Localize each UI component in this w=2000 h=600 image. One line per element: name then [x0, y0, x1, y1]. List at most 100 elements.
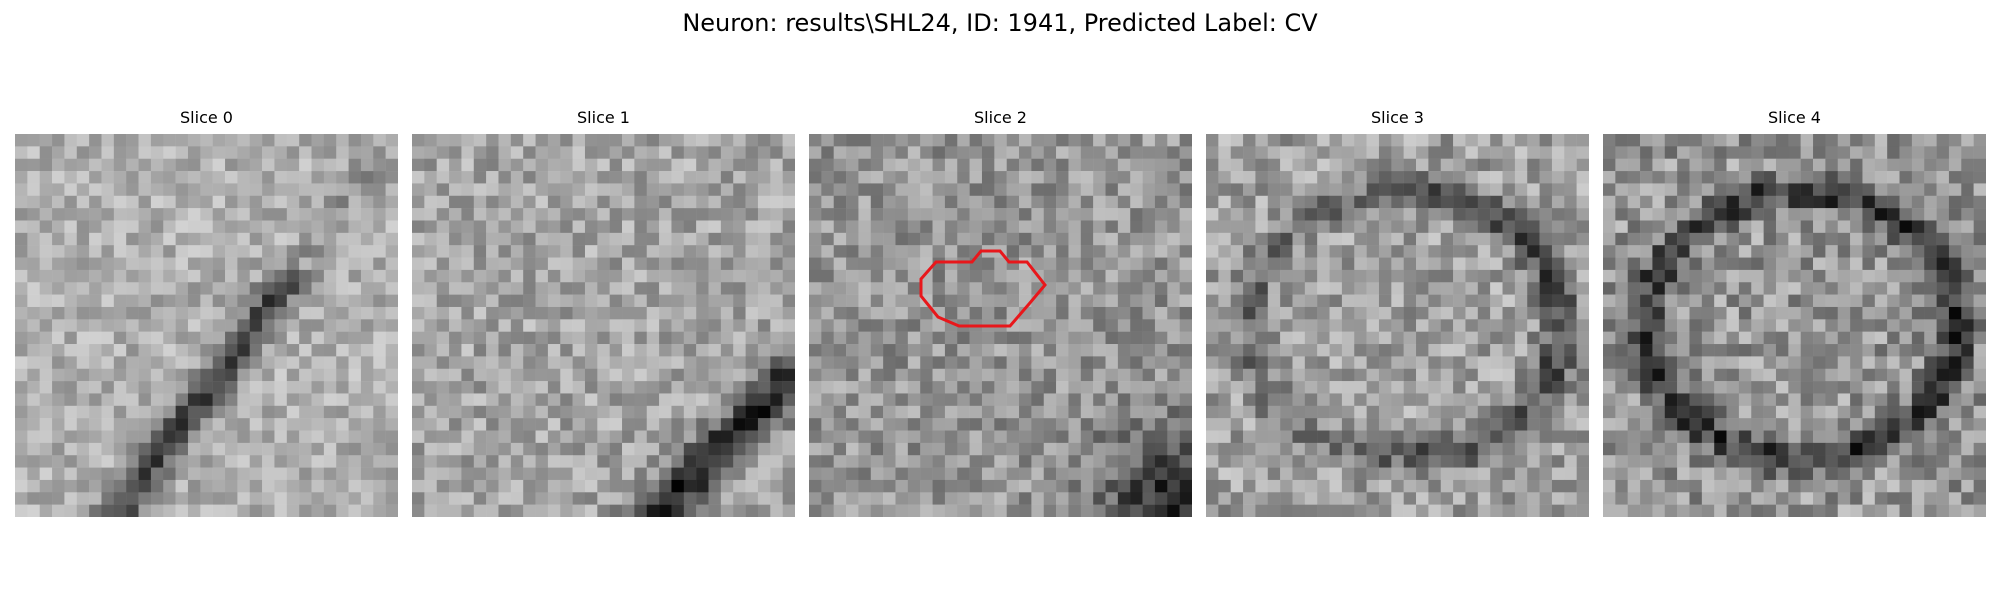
image-pixel: [1539, 418, 1553, 431]
image-pixel: [473, 282, 487, 295]
image-pixel: [461, 183, 475, 197]
image-pixel: [286, 171, 300, 184]
image-pixel: [1416, 232, 1429, 246]
image-pixel: [1837, 269, 1851, 283]
image-pixel: [126, 356, 139, 369]
image-pixel: [1564, 331, 1577, 345]
image-pixel: [1080, 257, 1094, 271]
image-pixel: [770, 158, 783, 172]
image-pixel: [821, 430, 834, 444]
image-pixel: [1080, 245, 1094, 258]
image-pixel: [708, 418, 722, 431]
image-pixel: [1218, 344, 1231, 357]
image-pixel: [1837, 381, 1851, 394]
image-pixel: [64, 418, 78, 431]
image-pixel: [944, 492, 958, 505]
image-pixel: [646, 356, 660, 369]
image-pixel: [473, 356, 487, 369]
image-pixel: [1317, 405, 1330, 419]
image-pixel: [671, 430, 685, 444]
image-pixel: [1726, 455, 1740, 468]
image-pixel: [1837, 504, 1851, 517]
image-pixel: [1603, 220, 1616, 234]
image-pixel: [907, 319, 921, 332]
image-pixel: [1329, 393, 1343, 407]
image-pixel: [436, 418, 450, 431]
image-pixel: [1230, 282, 1244, 295]
image-pixel: [1019, 455, 1032, 468]
image-pixel: [1329, 356, 1343, 369]
image-pixel: [1800, 479, 1814, 493]
image-pixel: [311, 356, 325, 369]
image-pixel: [299, 146, 312, 159]
image-pixel: [1329, 232, 1343, 246]
image-pixel: [1167, 492, 1180, 505]
image-pixel: [486, 269, 499, 283]
image-pixel: [994, 220, 1007, 234]
image-pixel: [846, 418, 859, 431]
image-pixel: [163, 220, 176, 234]
image-pixel: [1502, 405, 1516, 419]
image-pixel: [1564, 479, 1577, 493]
image-pixel: [1714, 319, 1727, 332]
image-pixel: [1019, 368, 1032, 382]
image-pixel: [1689, 344, 1703, 357]
image-pixel: [609, 467, 623, 481]
image-pixel: [770, 381, 783, 394]
image-pixel: [535, 294, 549, 308]
image-pixel: [1627, 294, 1641, 308]
image-pixel: [895, 306, 909, 320]
image-pixel: [286, 418, 300, 431]
image-pixel: [1924, 393, 1937, 407]
image-pixel: [1527, 171, 1540, 184]
image-pixel: [1539, 504, 1553, 517]
image-pixel: [1354, 479, 1367, 493]
image-pixel: [622, 356, 635, 369]
image-pixel: [1167, 331, 1180, 345]
image-pixel: [1329, 492, 1343, 505]
image-pixel: [385, 492, 398, 505]
image-pixel: [609, 504, 623, 517]
image-pixel: [175, 171, 189, 184]
image-pixel: [1043, 418, 1057, 431]
image-pixel: [187, 232, 201, 246]
image-pixel: [1154, 195, 1168, 209]
image-pixel: [1341, 171, 1355, 184]
image-pixel: [89, 344, 102, 357]
image-pixel: [1304, 356, 1318, 369]
image-pixel: [1440, 430, 1454, 444]
image-pixel: [1490, 146, 1503, 159]
image-pixel: [1490, 344, 1503, 357]
image-pixel: [89, 455, 102, 468]
image-pixel: [1292, 356, 1306, 369]
image-pixel: [39, 319, 53, 332]
image-pixel: [1267, 504, 1281, 517]
image-pixel: [200, 294, 213, 308]
image-pixel: [1677, 245, 1690, 258]
image-pixel: [1689, 220, 1703, 234]
image-pixel: [237, 245, 250, 258]
image-pixel: [1218, 356, 1231, 369]
image-pixel: [895, 405, 909, 419]
image-pixel: [486, 405, 499, 419]
image-pixel: [609, 282, 623, 295]
image-pixel: [1267, 393, 1281, 407]
image-pixel: [163, 134, 176, 147]
image-pixel: [1304, 158, 1318, 172]
image-pixel: [1874, 306, 1888, 320]
image-pixel: [412, 306, 425, 320]
image-pixel: [1329, 245, 1343, 258]
image-pixel: [1763, 430, 1777, 444]
image-pixel: [622, 430, 635, 444]
image-pixel: [473, 479, 487, 493]
image-pixel: [1714, 232, 1727, 246]
image-pixel: [846, 344, 859, 357]
image-pixel: [1080, 455, 1094, 468]
image-pixel: [920, 134, 933, 147]
image-pixel: [1230, 146, 1244, 159]
image-pixel: [64, 294, 78, 308]
image-pixel: [436, 467, 450, 481]
image-pixel: [1105, 269, 1119, 283]
image-pixel: [486, 467, 499, 481]
image-pixel: [52, 319, 65, 332]
